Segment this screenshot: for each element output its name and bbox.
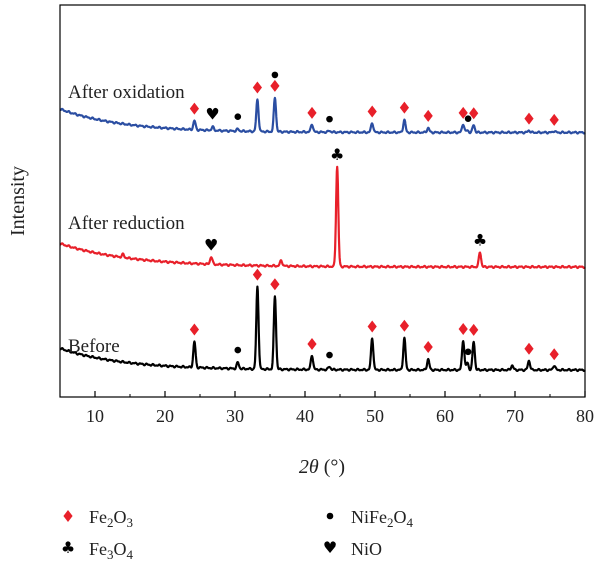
peak-marker-diamond bbox=[270, 79, 280, 92]
peak-marker-heart: ♥ bbox=[204, 235, 218, 254]
peak-marker-diamond bbox=[189, 323, 199, 336]
phase-markers: ♥ ♥ ♣ ♣ bbox=[189, 71, 559, 361]
x-axis-unit: (°) bbox=[324, 456, 345, 478]
peak-marker-diamond bbox=[307, 337, 317, 350]
peak-marker-diamond bbox=[423, 109, 433, 122]
peak-marker-diamond bbox=[469, 107, 479, 120]
peak-marker-club: ♣ bbox=[473, 231, 487, 250]
legend-item: ♥ NiO bbox=[323, 538, 382, 559]
peak-marker-diamond bbox=[399, 319, 409, 332]
legend: Fe2O3 NiFe2O4 ♣ Fe3O4 ♥ NiO bbox=[61, 507, 414, 562]
series-labels: After oxidation After reduction Before bbox=[68, 82, 185, 357]
series-line bbox=[59, 285, 586, 373]
legend-heart-icon: ♥ bbox=[323, 538, 337, 557]
legend-label: NiFe2O4 bbox=[351, 507, 414, 530]
legend-item: NiFe2O4 bbox=[326, 507, 414, 530]
peak-marker-diamond bbox=[458, 323, 468, 336]
legend-label: NiO bbox=[351, 539, 382, 559]
legend-label: Fe2O3 bbox=[89, 507, 133, 530]
peak-marker-dot bbox=[464, 115, 472, 122]
x-axis-ticks: 10 20 30 40 50 60 70 80 bbox=[59, 391, 594, 426]
x-tick-label: 40 bbox=[296, 406, 314, 426]
peak-marker-diamond bbox=[252, 268, 262, 281]
legend-item: ♣ Fe3O4 bbox=[61, 538, 134, 562]
peak-marker-diamond bbox=[270, 278, 280, 291]
y-axis-label: Intensity bbox=[7, 166, 29, 236]
peak-marker-dot bbox=[234, 346, 242, 354]
x-tick-label: 70 bbox=[506, 406, 524, 426]
x-axis-variable: 2θ bbox=[299, 456, 319, 478]
plot-frame bbox=[59, 4, 586, 398]
x-tick-label: 80 bbox=[576, 406, 594, 426]
legend-diamond-icon bbox=[63, 510, 73, 522]
peak-marker-dot bbox=[326, 351, 333, 359]
series-line bbox=[59, 165, 586, 270]
legend-label: Fe3O4 bbox=[89, 539, 134, 562]
x-tick-label: 50 bbox=[366, 406, 384, 426]
peak-marker-diamond bbox=[524, 342, 534, 355]
legend-item: Fe2O3 bbox=[63, 507, 133, 530]
peak-marker-diamond bbox=[367, 320, 377, 333]
peak-marker-dot bbox=[271, 71, 279, 79]
peak-marker-diamond bbox=[307, 106, 317, 119]
peak-marker-diamond bbox=[549, 113, 559, 126]
peak-marker-diamond bbox=[458, 106, 468, 119]
peak-marker-heart: ♥ bbox=[205, 104, 219, 123]
peak-marker-dot bbox=[234, 113, 242, 120]
x-tick-label: 60 bbox=[436, 406, 454, 426]
peak-marker-dot bbox=[326, 115, 333, 123]
x-tick-label: 20 bbox=[156, 406, 174, 426]
peak-marker-diamond bbox=[367, 105, 377, 118]
peak-marker-diamond bbox=[549, 348, 559, 361]
legend-club-icon: ♣ bbox=[61, 538, 75, 557]
peak-marker-dot bbox=[464, 348, 472, 356]
series-label: After reduction bbox=[68, 213, 185, 234]
x-tick-label: 10 bbox=[86, 406, 104, 426]
series-curves bbox=[59, 96, 586, 373]
peak-marker-diamond bbox=[252, 81, 262, 94]
series-label: After oxidation bbox=[68, 82, 185, 103]
peak-marker-club: ♣ bbox=[330, 145, 344, 164]
series-label: Before bbox=[68, 336, 120, 357]
peak-marker-diamond bbox=[189, 102, 199, 115]
x-tick-label: 30 bbox=[226, 406, 244, 426]
legend-dot-icon bbox=[326, 512, 334, 520]
series-line bbox=[59, 96, 586, 135]
x-axis-label: 2θ (°) bbox=[299, 456, 345, 478]
peak-marker-diamond bbox=[399, 101, 409, 114]
peak-marker-diamond bbox=[524, 112, 534, 125]
peak-marker-diamond bbox=[423, 340, 433, 353]
peak-marker-diamond bbox=[469, 323, 479, 336]
